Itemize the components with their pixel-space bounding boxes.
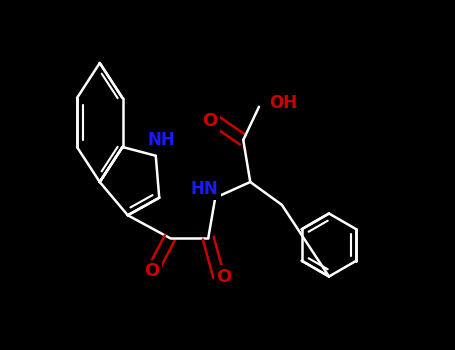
Text: OH: OH — [269, 94, 298, 112]
Text: NH: NH — [147, 131, 175, 149]
Text: HN: HN — [191, 180, 218, 198]
Text: O: O — [202, 112, 217, 130]
Text: O: O — [217, 267, 232, 286]
Text: O: O — [145, 262, 160, 280]
